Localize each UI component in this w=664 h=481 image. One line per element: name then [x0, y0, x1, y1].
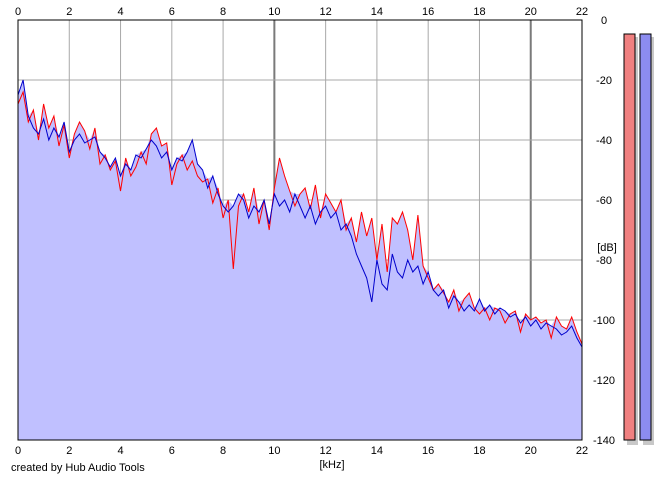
credit-text: created by Hub Audio Tools [11, 462, 145, 474]
x-tick-top-0: 0 [15, 6, 21, 18]
x-tick-top-16: 16 [422, 6, 434, 18]
x-tick-bottom-2: 2 [66, 445, 72, 457]
y-axis-title: [dB] [597, 242, 617, 254]
x-tick-bottom-14: 14 [371, 445, 383, 457]
x-tick-bottom-18: 18 [473, 445, 485, 457]
x-tick-bottom-22: 22 [576, 445, 588, 457]
x-tick-top-8: 8 [220, 6, 226, 18]
y-tick--100: -100 [593, 315, 615, 327]
x-tick-top-10: 10 [268, 6, 280, 18]
y-axis-labels: 0 -20 -40 -60 -80 -100 -120 -140 [593, 15, 615, 447]
meter-left-bar [623, 33, 636, 441]
y-tick--120: -120 [593, 375, 615, 387]
meter-right-bar [639, 33, 652, 441]
x-tick-top-22: 22 [576, 6, 588, 18]
x-tick-top-18: 18 [473, 6, 485, 18]
y-tick--80: -80 [596, 255, 612, 267]
y-tick--140: -140 [593, 435, 615, 447]
series-line-blue [17, 79, 583, 348]
x-tick-bottom-0: 0 [15, 445, 21, 457]
x-axis-bottom-labels: 0 2 4 6 8 10 12 14 16 18 20 22 [15, 445, 588, 457]
x-tick-top-2: 2 [66, 6, 72, 18]
x-tick-bottom-10: 10 [268, 445, 280, 457]
x-tick-top-6: 6 [169, 6, 175, 18]
x-axis-title: [kHz] [319, 459, 344, 471]
x-axis-top-labels: 0 2 4 6 8 10 12 14 16 18 20 22 [15, 6, 588, 18]
x-tick-top-14: 14 [371, 6, 383, 18]
y-tick-0: 0 [601, 15, 607, 27]
y-tick--20: -20 [596, 75, 612, 87]
plot-frame [17, 19, 583, 441]
x-tick-bottom-4: 4 [117, 445, 123, 457]
y-tick--40: -40 [596, 135, 612, 147]
x-tick-top-20: 20 [525, 6, 537, 18]
x-tick-bottom-12: 12 [320, 445, 332, 457]
x-tick-bottom-20: 20 [525, 445, 537, 457]
x-tick-bottom-8: 8 [220, 445, 226, 457]
series-line-red [17, 90, 583, 345]
x-tick-top-12: 12 [320, 6, 332, 18]
x-tick-bottom-16: 16 [422, 445, 434, 457]
level-meters [623, 33, 654, 445]
spectrum-lines [17, 79, 583, 348]
x-tick-bottom-6: 6 [169, 445, 175, 457]
y-tick--60: -60 [596, 195, 612, 207]
spectrum-fill-area [18, 80, 582, 440]
x-tick-top-4: 4 [117, 6, 123, 18]
